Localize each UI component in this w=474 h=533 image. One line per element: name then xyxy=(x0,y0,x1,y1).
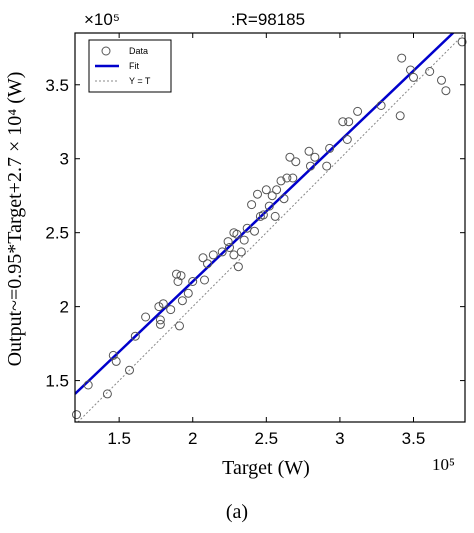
data-point xyxy=(250,226,259,236)
data-point xyxy=(203,259,212,269)
data-point xyxy=(183,288,193,298)
data-point xyxy=(344,117,354,127)
data-point xyxy=(270,211,280,221)
chart-title: :R=98185 xyxy=(231,10,305,29)
data-point xyxy=(173,277,183,286)
data-point xyxy=(342,135,352,144)
data-point xyxy=(188,277,198,286)
data-point xyxy=(267,191,277,201)
y-exponent-label: ×10⁵ xyxy=(84,10,120,29)
data-point xyxy=(223,237,233,247)
y-tick-label: 2 xyxy=(60,298,69,317)
data-point xyxy=(285,152,295,162)
data-point xyxy=(291,157,301,167)
data-point xyxy=(125,365,134,375)
y-tick-label: 3 xyxy=(60,150,69,169)
data-point xyxy=(200,275,209,285)
data-point xyxy=(111,356,121,366)
legend-marker-data xyxy=(101,46,111,56)
data-point xyxy=(310,152,320,162)
data-point xyxy=(166,305,176,315)
data-point xyxy=(353,106,363,116)
data-point xyxy=(155,315,165,325)
data-point xyxy=(261,185,271,195)
data-point xyxy=(177,296,187,306)
x-tick-label: 3.5 xyxy=(402,429,426,448)
y-tick-label: 1.5 xyxy=(45,372,69,391)
data-point xyxy=(108,350,118,360)
data-point xyxy=(272,185,282,195)
x-axis-label: Target (W) xyxy=(222,457,310,479)
data-points xyxy=(72,37,467,420)
data-point xyxy=(253,189,262,199)
data-point xyxy=(457,37,467,47)
data-point xyxy=(239,235,249,245)
legend-label-identity: Y = T xyxy=(129,76,151,86)
data-point xyxy=(325,143,335,153)
data-point xyxy=(406,65,415,75)
data-point xyxy=(279,194,289,204)
data-point xyxy=(72,410,81,420)
data-point xyxy=(229,250,239,260)
data-point xyxy=(441,86,451,96)
data-point xyxy=(158,299,168,309)
data-point xyxy=(409,72,418,82)
data-point xyxy=(175,321,184,331)
data-point xyxy=(264,201,274,211)
plot-lines xyxy=(75,33,465,422)
figure-caption: (a) xyxy=(226,501,248,523)
data-point xyxy=(395,111,405,121)
identity-line xyxy=(77,33,465,422)
legend: Data Fit Y = T xyxy=(88,39,172,93)
data-point xyxy=(233,262,243,272)
data-point xyxy=(425,67,435,76)
x-tick-label: 2 xyxy=(188,429,197,448)
data-point xyxy=(176,271,186,281)
data-point xyxy=(155,319,165,329)
legend-label-data: Data xyxy=(129,46,148,56)
data-point xyxy=(282,173,292,183)
data-point xyxy=(304,146,314,156)
data-point xyxy=(437,75,446,85)
data-point xyxy=(376,101,386,110)
x-tick-label: 3 xyxy=(335,429,344,448)
y-axis-label: Output~=0.95*Target+2.7 × 10⁴ (W) xyxy=(4,72,26,367)
data-point xyxy=(217,247,227,257)
data-point xyxy=(83,380,93,390)
data-point xyxy=(198,253,208,263)
data-point xyxy=(102,389,112,399)
x-tick-label: 2.5 xyxy=(255,429,279,448)
x-exponent-label: 10⁵ xyxy=(432,455,455,474)
fit-line xyxy=(75,33,455,395)
x-tick-label: 1.5 xyxy=(107,429,131,448)
data-point xyxy=(397,53,407,63)
data-point xyxy=(232,229,242,239)
y-tick-label: 3.5 xyxy=(45,76,69,95)
data-point xyxy=(154,302,164,312)
y-tick-label: 2.5 xyxy=(45,224,69,243)
plot-frame xyxy=(74,32,466,423)
data-point xyxy=(208,250,218,260)
data-point xyxy=(288,173,298,183)
legend-label-fit: Fit xyxy=(129,61,139,71)
data-point xyxy=(225,243,234,252)
data-point xyxy=(306,161,315,171)
plot-area: 1.5 2 2.5 3 3.5 1.5 2 2.5 3 3.5 Data Fit Y = T xyxy=(45,32,467,448)
data-point xyxy=(141,312,151,322)
data-point xyxy=(247,200,257,210)
data-point xyxy=(322,161,332,171)
data-point xyxy=(258,210,268,220)
data-point xyxy=(276,176,286,186)
data-point xyxy=(236,247,246,257)
data-point xyxy=(130,331,140,341)
data-point xyxy=(338,117,348,127)
